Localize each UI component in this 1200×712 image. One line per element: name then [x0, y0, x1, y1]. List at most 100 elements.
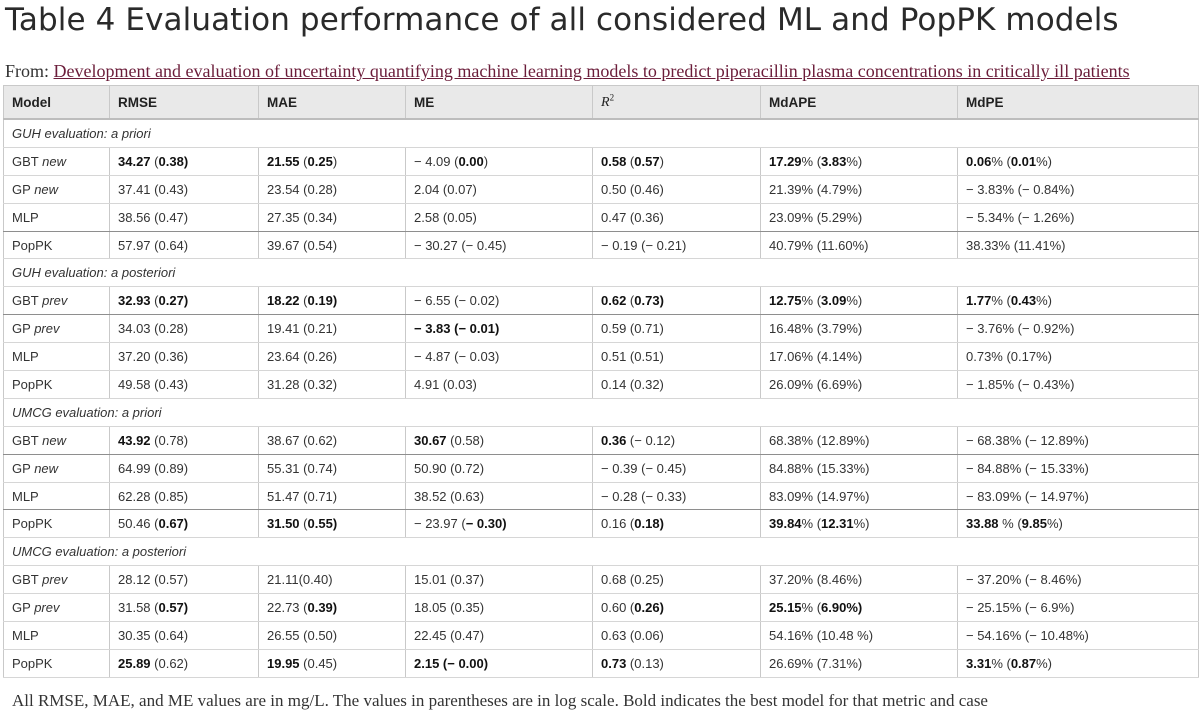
model-cell: GBT prev [3, 565, 110, 595]
value-part: 26.69% (7.31%) [769, 655, 863, 671]
col-header-model: Model [3, 85, 110, 120]
model-cell: GP new [3, 175, 110, 204]
table-row: GP prev 34.03 (0.28) 19.41 (0.21) − 3.83 (−… [3, 314, 1199, 344]
value-part: 21.39% (4.79%) [769, 181, 863, 197]
value-part: − 4.87 (− 0.03) [414, 349, 500, 365]
value-part: 0.50 (0.46) [601, 181, 664, 197]
model-name: MLP [12, 488, 39, 504]
value-part: − 83.09% (− 14.97%) [966, 488, 1089, 504]
value-cell: 0.63 (0.06) [592, 621, 761, 650]
table-row: GBT new 34.27 (0.38) 21.55 (0.25) − 4.09 (0… [3, 147, 1199, 176]
value-cell: 0.50 (0.46) [592, 175, 761, 204]
value-cell: 3.31% (0.87%) [957, 649, 1199, 678]
value-part: (0.62) [150, 655, 189, 671]
value-part: − 0.19 (− 0.21) [601, 237, 687, 253]
value-cell: − 54.16% (− 10.48%) [957, 621, 1199, 650]
value-cell: − 0.28 (− 0.33) [592, 482, 761, 511]
model-cell: PopPK [3, 509, 110, 539]
section-row: GUH evaluation: a posteriori [3, 258, 1199, 288]
table-body: GUH evaluation: a priori GBT new 34.27 (0.… [3, 119, 1199, 678]
value-cell: − 6.55 (− 0.02) [405, 286, 593, 316]
value-cell: 50.46 (0.67) [109, 509, 259, 539]
value-part: 0.25 [307, 153, 333, 169]
value-cell: 55.31 (0.74) [258, 454, 406, 483]
value-part: ) [659, 293, 664, 309]
value-part: 19.41 (0.21) [267, 321, 338, 337]
value-cell: − 37.20% (− 8.46%) [957, 565, 1199, 595]
value-part: − 3.76% (− 0.92%) [966, 321, 1075, 337]
value-cell: 43.92 (0.78) [109, 426, 259, 455]
table-row: GBT prev 32.93 (0.27) 18.22 (0.19) − 6.55 (… [3, 286, 1199, 316]
value-part: ) [659, 516, 664, 532]
value-cell: 16.48% (3.79%) [760, 314, 958, 344]
model-suffix: new [42, 153, 66, 169]
value-cell: 17.29% (3.83%) [760, 147, 958, 176]
value-cell: 49.58 (0.43) [109, 370, 259, 399]
value-part: %) [1036, 655, 1053, 671]
value-part: ) [332, 516, 338, 532]
model-cell: MLP [3, 342, 110, 372]
value-part: 2.04 (0.07) [414, 181, 477, 197]
value-part: − 6.55 (− 0.02) [414, 293, 500, 309]
value-cell: 68.38% (12.89%) [760, 426, 958, 455]
section-label: UMCG evaluation: a posteriori [3, 537, 1199, 567]
value-part: 18.05 (0.35) [414, 600, 485, 616]
value-cell: − 5.34% (− 1.26%) [957, 203, 1199, 232]
value-part: − 30.27 (− 0.45) [414, 237, 507, 253]
value-cell: 23.54 (0.28) [258, 175, 406, 204]
value-part: 0.73 [601, 655, 627, 671]
value-part: (0.78) [150, 432, 189, 448]
value-part: 62.28 (0.85) [118, 488, 189, 504]
value-part: 3.31 [966, 655, 992, 671]
value-part: 0.87 [1010, 655, 1037, 671]
value-part: 9.85 [1021, 516, 1047, 532]
value-part: ) [483, 153, 489, 169]
value-cell: 38.33% (11.41%) [957, 231, 1199, 260]
value-part: 37.41 (0.43) [118, 181, 189, 197]
value-part: − 0.00 [447, 655, 484, 671]
value-part: ) [332, 153, 338, 169]
value-part: 0.73% (0.17%) [966, 349, 1052, 365]
value-part: 0.63 (0.06) [601, 627, 664, 643]
value-part: 0.27 [158, 293, 184, 309]
value-part: (− 0.12) [626, 432, 676, 448]
value-cell: − 25.15% (− 6.9%) [957, 593, 1199, 623]
value-part: % ( [801, 516, 822, 532]
value-part: 0.51 (0.51) [601, 349, 664, 365]
model-name: GBT [12, 572, 39, 588]
value-part: 43.92 [118, 432, 151, 448]
value-cell: 39.84% (12.31%) [760, 509, 958, 539]
value-cell: 0.06% (0.01%) [957, 147, 1199, 176]
value-cell: 0.14 (0.32) [592, 370, 761, 399]
value-cell: 0.73% (0.17%) [957, 342, 1199, 372]
value-part: ) [502, 516, 507, 532]
value-cell: 31.28 (0.32) [258, 370, 406, 399]
value-part: 0.57 [158, 600, 184, 616]
model-name: PopPK [12, 376, 53, 392]
value-part: 22.73 ( [267, 600, 308, 616]
table-row: MLP 30.35 (0.64) 26.55 (0.50) 22.45 (0.47) 0… [3, 621, 1199, 650]
value-cell: 22.73 (0.39) [258, 593, 406, 623]
value-part: 12.75 [769, 293, 802, 309]
value-cell: 17.06% (4.14%) [760, 342, 958, 372]
model-name: GBT [12, 293, 39, 309]
value-part: − 4.09 ( [414, 153, 459, 169]
value-part: (0.45) [299, 655, 338, 671]
value-part: 37.20% (8.46%) [769, 572, 863, 588]
value-cell: 18.22 (0.19) [258, 286, 406, 316]
model-name: GBT [12, 153, 39, 169]
value-part: %) [846, 153, 863, 169]
evaluation-table: Model RMSE MAE ME R2 MdAPE MdPE GUH eval… [3, 85, 1199, 678]
table-row: PopPK 57.97 (0.64) 39.67 (0.54) − 30.27 (− … [3, 231, 1199, 260]
value-part: 21.55 [267, 153, 300, 169]
value-cell: 26.09% (6.69%) [760, 370, 958, 399]
value-part: 38.52 (0.63) [414, 488, 485, 504]
value-cell: 37.20 (0.36) [109, 342, 259, 372]
value-cell: 19.95 (0.45) [258, 649, 406, 678]
value-part: − 25.15% (− 6.9%) [966, 600, 1075, 616]
value-part: 51.47 (0.71) [267, 488, 338, 504]
value-part: 25.15 [769, 600, 802, 616]
value-part: 30.35 (0.64) [118, 627, 189, 643]
table-row: GP new 64.99 (0.89) 55.31 (0.74) 50.90 (0.7… [3, 454, 1199, 483]
source-article-link[interactable]: Development and evaluation of uncertaint… [53, 61, 1130, 81]
